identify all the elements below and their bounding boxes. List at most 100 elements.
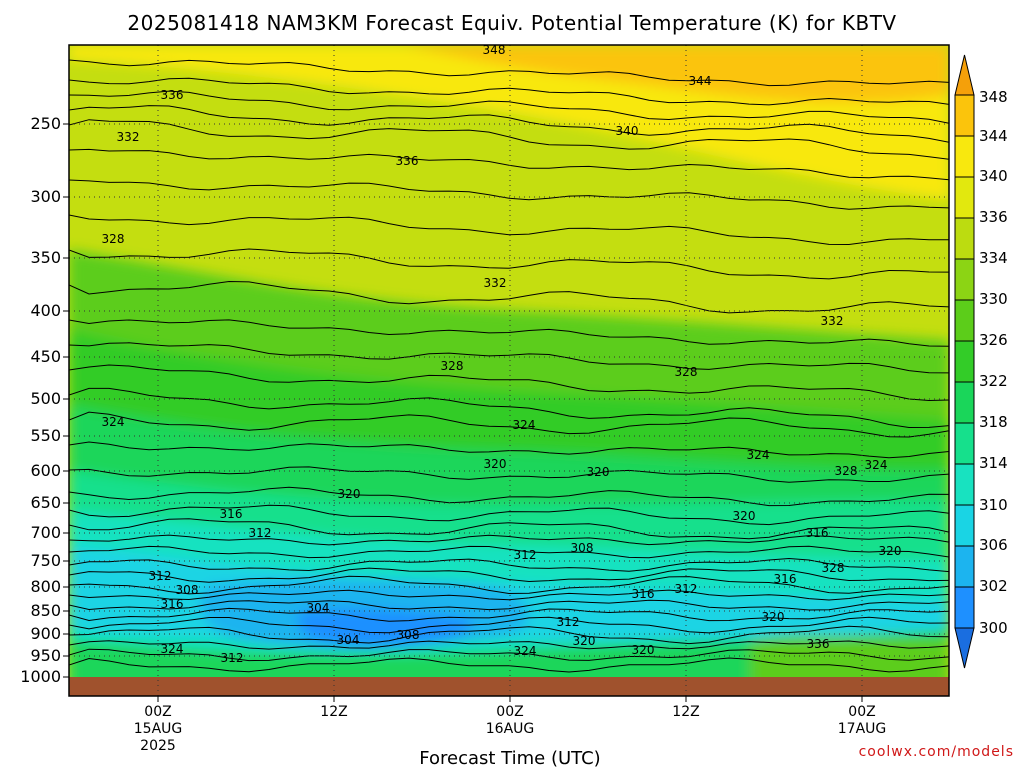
- contour-line: [69, 648, 949, 662]
- grid-lines: [69, 45, 949, 696]
- contour-line: [69, 248, 949, 280]
- x-tick-label: 17AUG: [838, 721, 887, 737]
- y-tick-label: 750: [30, 551, 61, 570]
- contour-label: 324: [747, 448, 770, 462]
- colorbar-tick-label: 326: [979, 331, 1008, 349]
- contour-label: 328: [675, 365, 698, 379]
- colorbar-top-arrow: [954, 54, 975, 96]
- contour-label: 312: [249, 526, 272, 540]
- colorbar-swatch: [954, 299, 975, 342]
- colorbar-swatch: [954, 586, 975, 629]
- x-tick-label: 00Z: [144, 704, 171, 720]
- y-tick-label: 950: [30, 646, 61, 665]
- contour-line: [69, 616, 949, 634]
- contour-line: [69, 534, 949, 546]
- theta-e-band: [400, 45, 949, 103]
- y-tick-label: 250: [30, 114, 61, 133]
- y-tick-label: 450: [30, 347, 61, 366]
- contour-label: 308: [176, 583, 199, 597]
- x-tick-label: 15AUG: [134, 721, 183, 737]
- y-tick-label: 300: [30, 187, 61, 206]
- contour-line: [69, 148, 949, 181]
- colorbar-swatch: [954, 176, 975, 219]
- x-tick-label: 12Z: [320, 704, 347, 720]
- y-axis: 250 300 350 400 450 500 550 600 650 700 750 800 850 9…: [20, 114, 69, 686]
- y-tick-label: 700: [30, 523, 61, 542]
- contour-label: 312: [675, 582, 698, 596]
- contour-label: 320: [762, 610, 785, 624]
- contour-label: 312: [557, 615, 580, 629]
- y-tick-label: 650: [30, 493, 61, 512]
- contour-line: [69, 280, 949, 314]
- y-tick-label: 850: [30, 601, 61, 620]
- contour-label: 308: [397, 628, 420, 642]
- contour-label: 344: [689, 74, 712, 88]
- colorbar-swatch: [954, 504, 975, 547]
- contour-line: [69, 59, 949, 87]
- contour-label: 328: [441, 359, 464, 373]
- contour-label: 332: [117, 130, 140, 144]
- chart-title: 2025081418 NAM3KM Forecast Equiv. Potent…: [127, 11, 896, 35]
- contour-line: [69, 119, 949, 160]
- x-tick-label: 2025: [140, 738, 176, 754]
- colorbar-tick-label: 344: [979, 127, 1008, 145]
- credit-text: coolwx.com/models: [859, 744, 1014, 760]
- contour-line: [69, 411, 949, 438]
- contour-line: [69, 599, 949, 611]
- contour-label: 304: [337, 633, 360, 647]
- contour-line: [69, 486, 949, 507]
- y-tick-label: 350: [30, 248, 61, 267]
- contour-label: 312: [149, 569, 172, 583]
- contour-label: 316: [220, 507, 243, 521]
- plot-area: 348 344 336 340 332 336 328 332 332 328 328 324 324 3…: [69, 45, 949, 696]
- contour-label: 324: [102, 415, 125, 429]
- colorbar-tick-label: 300: [979, 619, 1008, 637]
- x-tick-label: 00Z: [848, 704, 875, 720]
- contour-label: 328: [102, 232, 125, 246]
- y-tick-label: 600: [30, 461, 61, 480]
- contour-line: [69, 214, 949, 246]
- contour-line: [69, 342, 949, 374]
- y-tick-label: 1000: [20, 667, 61, 686]
- contour-line: [69, 545, 949, 559]
- contour-label: 340: [616, 124, 639, 138]
- y-tick-label: 800: [30, 577, 61, 596]
- contour-label: 320: [338, 487, 361, 501]
- colorbar-swatch: [954, 258, 975, 301]
- contour-line: [69, 364, 949, 402]
- colorbar-tick-label: 314: [979, 454, 1008, 472]
- contour-label: 324: [514, 644, 537, 658]
- contour-line: [69, 657, 949, 673]
- ground-surface: [69, 677, 949, 696]
- colorbar-swatch: [954, 135, 975, 178]
- contour-label: 332: [821, 314, 844, 328]
- contour-line: [69, 90, 949, 124]
- x-tick-label: 12Z: [672, 704, 699, 720]
- y-tick-label: 500: [30, 389, 61, 408]
- contour-line: [69, 575, 949, 595]
- contour-label: 316: [161, 597, 184, 611]
- contour-label: 320: [573, 634, 596, 648]
- contour-label: 304: [307, 601, 330, 615]
- contour-label: 336: [807, 637, 830, 651]
- contour-label: 320: [484, 457, 507, 471]
- colorbar-tick-label: 348: [979, 88, 1008, 106]
- contour-labels: 348 344 336 340 332 336 328 332 332 328 328 324 324 3…: [102, 45, 902, 665]
- contour-line: [69, 589, 949, 601]
- colorbar-swatch: [954, 422, 975, 465]
- colorbar-tick-label: 302: [979, 577, 1008, 595]
- contour-label: 336: [396, 154, 419, 168]
- x-axis-label: Forecast Time (UTC): [419, 748, 600, 768]
- contour-label: 312: [221, 651, 244, 665]
- colorbar-bottom-arrow: [954, 627, 975, 669]
- contour-line: [69, 504, 949, 526]
- contour-label: 320: [879, 544, 902, 558]
- contour-line: [69, 387, 949, 429]
- x-tick-label: 16AUG: [486, 721, 535, 737]
- contour-line: [69, 625, 949, 645]
- colorbar-swatch: [954, 381, 975, 424]
- colorbar-swatch: [954, 463, 975, 506]
- contour-line: [69, 319, 949, 347]
- contour-label: 324: [161, 642, 184, 656]
